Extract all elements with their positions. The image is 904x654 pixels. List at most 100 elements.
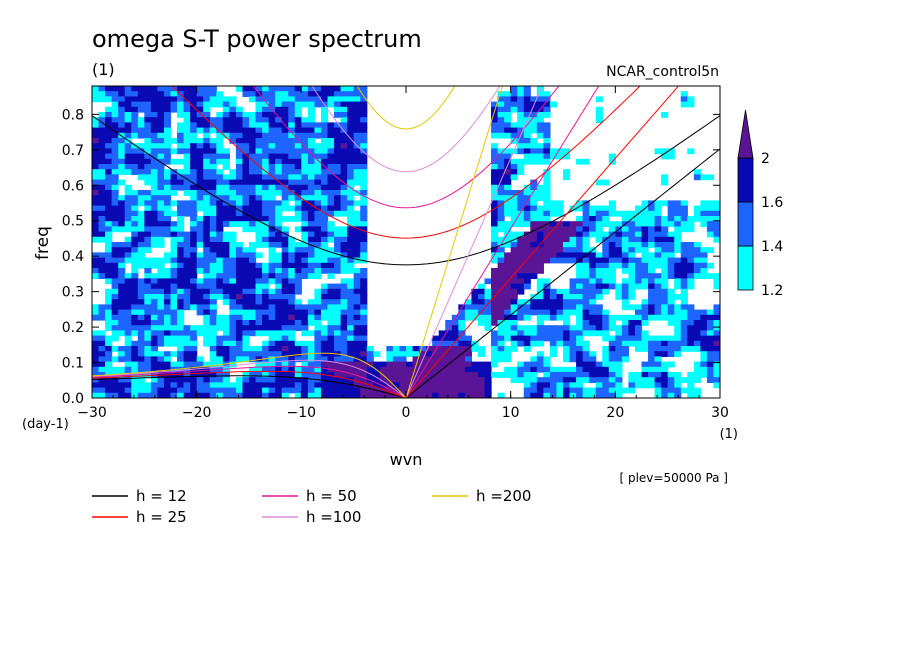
heat-cell bbox=[523, 377, 531, 383]
heat-cell bbox=[222, 164, 230, 170]
heat-cell bbox=[137, 195, 145, 201]
heat-cell bbox=[549, 242, 558, 248]
heat-cell bbox=[504, 283, 512, 290]
heat-cell bbox=[294, 382, 302, 389]
heat-cell bbox=[301, 143, 309, 149]
heat-cell bbox=[307, 387, 316, 394]
heat-cell bbox=[510, 262, 518, 269]
heat-cell bbox=[157, 366, 165, 373]
heat-cell bbox=[549, 288, 558, 295]
heat-cell bbox=[661, 377, 669, 383]
heat-cell bbox=[477, 382, 486, 389]
heat-cell bbox=[281, 127, 289, 134]
heat-cell bbox=[124, 278, 132, 285]
heat-cell bbox=[582, 257, 590, 264]
heat-cell bbox=[294, 143, 302, 149]
heat-cell bbox=[634, 278, 643, 285]
heat-cell bbox=[203, 387, 211, 394]
heat-cell bbox=[301, 174, 309, 181]
heat-cell bbox=[327, 153, 335, 160]
heat-cell bbox=[177, 273, 185, 279]
heat-cell bbox=[432, 377, 440, 383]
heat-cell bbox=[510, 164, 518, 170]
heat-cell bbox=[419, 372, 427, 378]
heat-cell bbox=[504, 309, 512, 316]
heat-cell bbox=[235, 257, 244, 264]
heat-cell bbox=[340, 174, 348, 181]
heat-cell bbox=[157, 268, 165, 274]
heat-cell bbox=[510, 340, 518, 347]
heat-cell bbox=[491, 351, 499, 357]
heat-cell bbox=[517, 112, 525, 118]
heat-cell bbox=[177, 127, 185, 134]
heat-cell bbox=[523, 330, 531, 337]
heat-cell bbox=[216, 236, 224, 243]
heat-cell bbox=[700, 210, 708, 217]
heat-cell bbox=[628, 320, 636, 326]
heat-cell bbox=[438, 346, 446, 352]
heat-cell bbox=[203, 236, 211, 243]
heat-cell bbox=[320, 346, 329, 352]
heat-cell bbox=[281, 117, 289, 123]
heat-cell bbox=[262, 127, 270, 134]
heat-cell bbox=[235, 174, 244, 181]
heat-cell bbox=[582, 356, 590, 363]
heat-cell bbox=[641, 200, 649, 207]
heat-cell bbox=[131, 96, 139, 103]
heat-cell bbox=[301, 164, 309, 170]
heat-cell bbox=[504, 127, 512, 134]
heat-cell bbox=[432, 387, 440, 394]
heat-cell bbox=[255, 205, 263, 212]
heat-cell bbox=[536, 340, 544, 347]
heat-cell bbox=[595, 231, 603, 238]
heat-cell bbox=[334, 195, 342, 201]
heat-cell bbox=[504, 132, 512, 139]
heat-cell bbox=[360, 226, 368, 233]
heat-cell bbox=[124, 309, 132, 316]
heat-cell bbox=[569, 351, 577, 357]
heat-cell bbox=[144, 200, 152, 207]
heat-cell bbox=[347, 127, 355, 134]
heat-cell bbox=[242, 262, 250, 269]
heat-cell bbox=[105, 112, 113, 118]
heat-cell bbox=[183, 387, 191, 394]
heat-cell bbox=[196, 309, 204, 316]
heat-cell bbox=[92, 143, 100, 149]
heat-cell bbox=[262, 304, 270, 311]
heat-cell bbox=[268, 195, 276, 201]
heat-cell bbox=[150, 262, 159, 269]
heat-cell bbox=[92, 86, 100, 92]
heat-cell bbox=[563, 351, 571, 357]
heat-cell bbox=[700, 200, 708, 207]
heat-cell bbox=[170, 226, 178, 233]
heat-cell bbox=[105, 299, 113, 305]
heat-cell bbox=[353, 325, 361, 331]
heat-cell bbox=[157, 330, 165, 337]
heat-cell bbox=[124, 195, 132, 201]
heat-cell bbox=[661, 221, 669, 227]
heat-cell bbox=[301, 200, 309, 207]
heat-cell bbox=[347, 205, 355, 212]
heat-cell bbox=[307, 169, 316, 175]
heat-cell bbox=[144, 169, 152, 175]
heat-cell bbox=[360, 252, 368, 259]
heat-cell bbox=[255, 169, 263, 175]
heat-cell bbox=[693, 366, 701, 373]
heat-cell bbox=[327, 210, 335, 217]
heat-cell bbox=[471, 392, 479, 398]
heat-cell bbox=[235, 320, 244, 326]
heat-cell bbox=[314, 96, 322, 103]
heat-cell bbox=[92, 164, 100, 170]
heat-cell bbox=[340, 387, 348, 394]
heat-cell bbox=[163, 351, 172, 357]
heat-cell bbox=[137, 106, 145, 113]
heat-cell bbox=[137, 314, 145, 321]
heat-cell bbox=[556, 335, 564, 342]
heat-cell bbox=[314, 268, 322, 274]
heat-cell bbox=[340, 143, 348, 149]
heat-cell bbox=[523, 268, 531, 274]
heat-cell bbox=[307, 231, 316, 238]
heat-cell bbox=[105, 153, 113, 160]
heat-cell bbox=[706, 366, 715, 373]
heat-cell bbox=[608, 262, 616, 269]
